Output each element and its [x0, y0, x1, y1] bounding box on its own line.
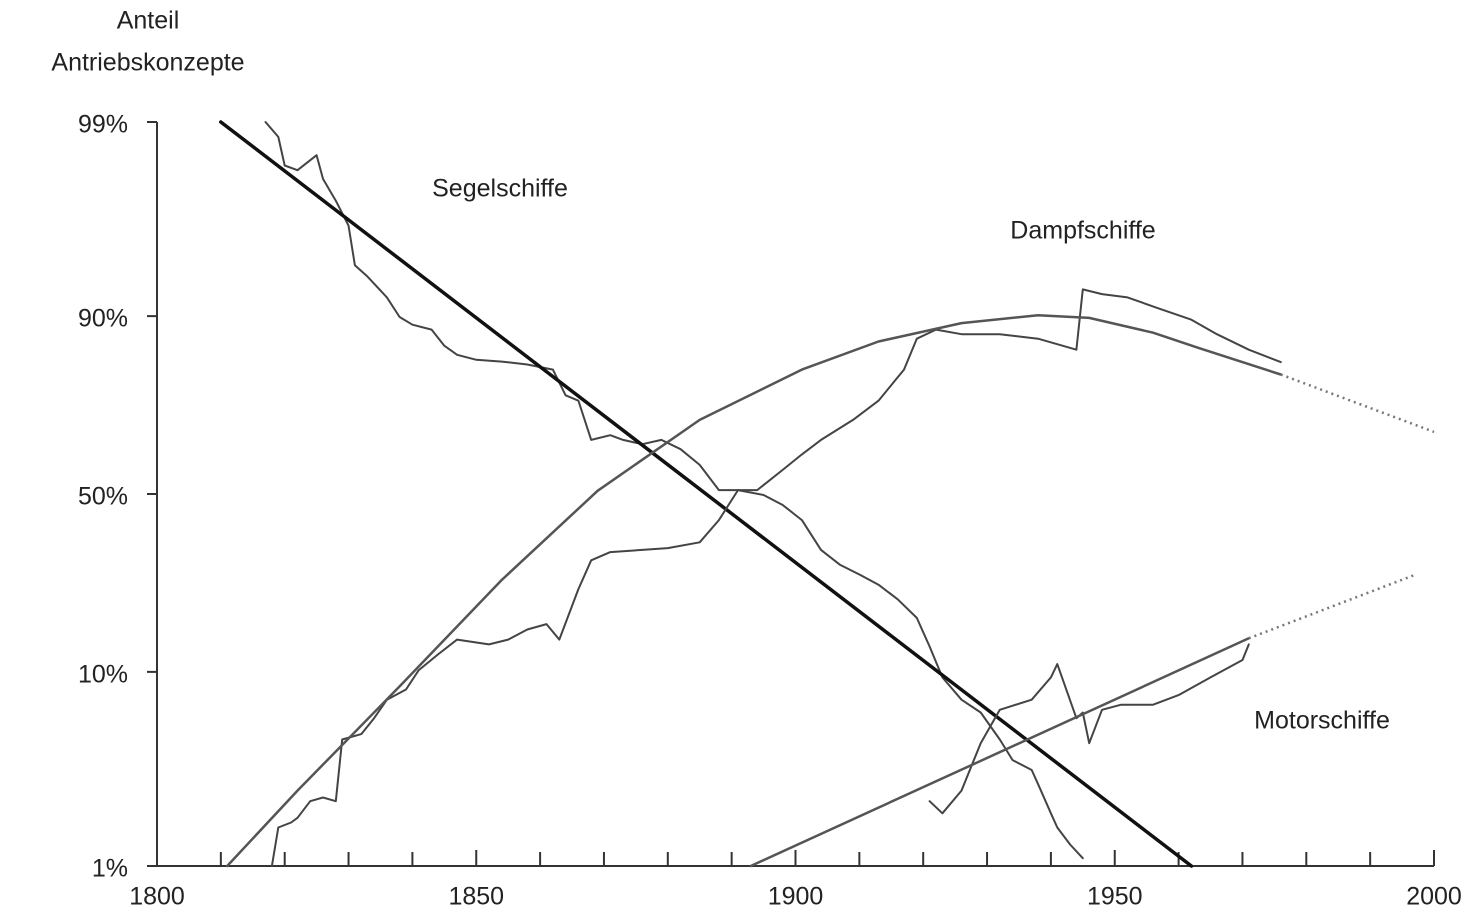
x-tick-label: 1900 [768, 883, 824, 911]
y-tick-label: 50% [78, 483, 128, 511]
y-tick-label: 90% [78, 305, 128, 333]
y-tick-label: 10% [78, 660, 128, 688]
series-label: Dampfschiffe [1010, 217, 1155, 245]
series-line [219, 120, 1194, 868]
y-axis-title: Antriebskonzepte [51, 49, 244, 77]
series-line [749, 637, 1251, 868]
series-label: Motorschiffe [1254, 707, 1390, 735]
forecast-line [1280, 373, 1435, 434]
x-tick-label: 1950 [1087, 883, 1143, 911]
series-label: Segelschiffe [432, 175, 568, 203]
series-line [225, 313, 1283, 868]
y-tick-label: 1% [92, 855, 128, 883]
series-line [264, 121, 1084, 860]
x-tick-label: 1850 [448, 883, 504, 911]
series-line [270, 288, 1282, 867]
x-tick-label: 1800 [129, 883, 185, 911]
y-axis-title: Anteil [117, 7, 180, 35]
x-tick-label: 2000 [1406, 883, 1462, 911]
forecast-line [1248, 573, 1416, 640]
y-tick-label: 99% [78, 111, 128, 139]
